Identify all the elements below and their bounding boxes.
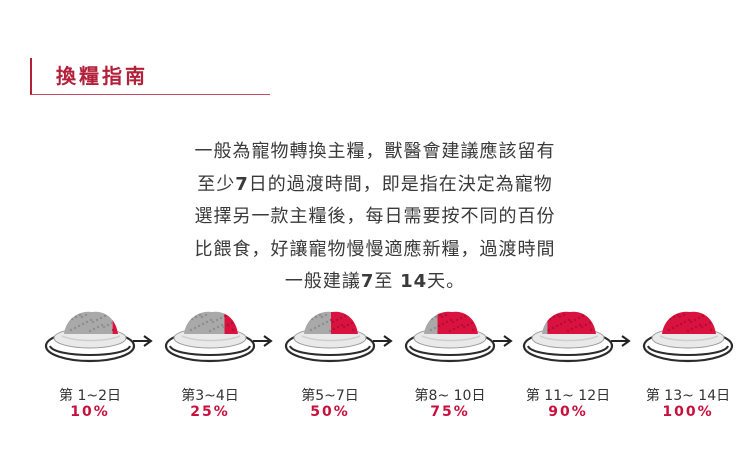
step-percent: 75%	[430, 404, 470, 420]
food-bowl-icon	[284, 311, 376, 363]
step-day-label: 第3~4日	[181, 388, 239, 404]
page-title: 換糧指南	[56, 64, 148, 88]
food-bowl-icon	[404, 311, 496, 363]
food-bowl-icon	[642, 311, 734, 363]
intro-line: 選擇另一款主糧後，每日需要按不同的百份	[194, 206, 556, 227]
step-day-label: 第8~ 10日	[414, 388, 486, 404]
arrow-right-icon	[611, 335, 631, 347]
transition-steps: 第 1~2日 10% 第3~4日 25% 第5~7日 50% 第8~ 10日 7…	[0, 300, 750, 450]
step-percent: 10%	[70, 404, 110, 420]
intro-line: 比餵食，好讓寵物慢慢適應新糧，過渡時間	[194, 238, 556, 260]
arrow-right-icon	[373, 335, 393, 347]
step-percent: 90%	[548, 404, 588, 420]
food-bowl-icon	[522, 311, 614, 363]
section-heading: 換糧指南	[30, 58, 270, 95]
step-percent: 25%	[190, 404, 230, 420]
arrow-right-icon	[493, 335, 513, 347]
intro-paragraph: 一般為寵物轉換主糧，獸醫會建議應該留有 至少7日的過渡時間，即是指在決定為寵物 …	[150, 136, 600, 299]
step-percent: 100%	[662, 404, 714, 420]
step-day-label: 第 1~2日	[59, 388, 121, 404]
intro-line: 一般為寵物轉換主糧，獸醫會建議應該留有	[194, 141, 556, 162]
step-day-label: 第 13~ 14日	[645, 388, 731, 404]
arrow-right-icon	[133, 335, 153, 347]
step-day-label: 第5~7日	[301, 388, 359, 404]
intro-line: 至少7日的過渡時間，即是指在決定為寵物	[197, 173, 553, 195]
step-percent: 50%	[310, 404, 350, 420]
arrow-right-icon	[253, 335, 273, 347]
food-bowl-icon	[44, 311, 136, 363]
food-bowl-icon	[164, 311, 256, 363]
step-day-label: 第 11~ 12日	[525, 388, 611, 404]
intro-line: 一般建議7至 14天。	[284, 271, 466, 292]
